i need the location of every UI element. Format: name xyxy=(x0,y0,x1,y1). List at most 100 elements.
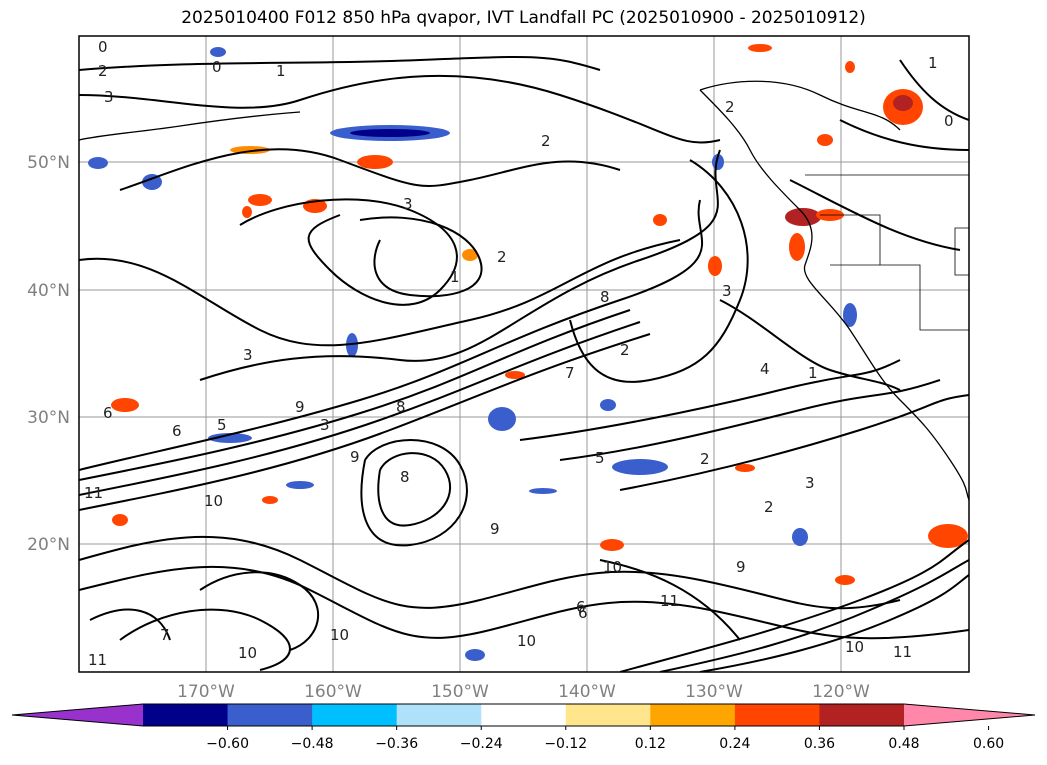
positive-anomaly xyxy=(817,134,833,146)
negative-anomaly xyxy=(465,649,485,661)
colorbar-segment xyxy=(481,704,567,726)
colorbar-segment xyxy=(565,704,651,726)
positive-anomaly xyxy=(653,214,667,226)
contour-label: 5 xyxy=(217,416,227,434)
contour-label: 2 xyxy=(725,98,735,116)
colorbar-tick-label: 0.48 xyxy=(888,736,919,752)
negative-anomaly xyxy=(843,303,857,327)
colorbar-segment xyxy=(143,704,229,726)
colorbar-segment xyxy=(227,704,313,726)
positive-anomaly xyxy=(262,496,278,504)
lat-label: 20°N xyxy=(27,535,70,555)
contour-label: 6 xyxy=(578,604,588,622)
contour-label: 3 xyxy=(243,346,253,364)
colorbar-extend-high xyxy=(904,704,1035,726)
contour-label: 11 xyxy=(660,592,679,610)
colorbar-tick-label: −0.48 xyxy=(291,736,334,752)
contour-label: 10 xyxy=(845,638,864,656)
contour-label: 2 xyxy=(764,498,774,516)
positive-anomaly xyxy=(600,539,624,551)
positive-anomaly xyxy=(893,95,913,111)
lon-label: 140°W xyxy=(558,682,616,702)
negative-anomaly xyxy=(612,459,668,475)
contour-label: 5 xyxy=(595,449,605,467)
contour-label: 6 xyxy=(576,598,586,616)
coastline xyxy=(79,80,969,501)
positive-anomaly xyxy=(112,514,128,526)
contour-label: 7 xyxy=(160,626,170,644)
colorbar-tick-label: −0.36 xyxy=(375,736,418,752)
lat-label: 30°N xyxy=(27,408,70,428)
ivt-contours xyxy=(79,56,969,672)
colorbar-segment xyxy=(734,704,820,726)
map-title: 2025010400 F012 850 hPa qvapor, IVT Land… xyxy=(181,8,866,28)
lon-label: 150°W xyxy=(431,682,489,702)
contour-label: 6 xyxy=(103,404,113,422)
contour-label: 10 xyxy=(517,632,536,650)
contour-label: 1 xyxy=(928,54,938,72)
positive-anomaly xyxy=(835,575,855,585)
contour-label: 3 xyxy=(104,88,114,106)
positive-anomaly xyxy=(462,249,478,261)
lon-label: 160°W xyxy=(304,682,362,702)
qvapor-shading xyxy=(88,44,968,661)
positive-anomaly xyxy=(928,524,968,548)
positive-anomaly xyxy=(242,206,252,218)
contour-label: 9 xyxy=(736,558,746,576)
contour-label: 4 xyxy=(760,360,770,378)
contour-label: 10 xyxy=(603,558,622,576)
contour-label: 10 xyxy=(204,492,223,510)
positive-anomaly xyxy=(735,464,755,472)
positive-anomaly xyxy=(505,371,525,379)
contour-label: 3 xyxy=(403,195,413,213)
contour-label: 2 xyxy=(700,450,710,468)
negative-anomaly xyxy=(286,481,314,489)
contour-label: 1 xyxy=(276,62,286,80)
colorbar-tick-label: 0.60 xyxy=(973,736,1004,752)
positive-anomaly xyxy=(248,194,272,206)
contour-label: 3 xyxy=(320,416,330,434)
positive-anomaly xyxy=(785,208,821,226)
colorbar-outline xyxy=(11,703,1036,727)
contour-label: 8 xyxy=(600,288,610,306)
positive-anomaly xyxy=(708,256,722,276)
contour-label: 3 xyxy=(722,282,732,300)
contour-label: 0 xyxy=(944,112,954,130)
contour-label: 2 xyxy=(98,62,108,80)
political-borders xyxy=(805,174,969,331)
contour-label: 11 xyxy=(88,651,107,669)
negative-anomaly xyxy=(88,157,108,169)
positive-anomaly xyxy=(357,155,393,169)
contour-label: 2 xyxy=(541,132,551,150)
colorbar-tick-label: 0.24 xyxy=(719,736,750,752)
negative-anomaly xyxy=(350,129,430,137)
positive-anomaly xyxy=(845,61,855,73)
contour-label: 8 xyxy=(396,398,406,416)
map-panel xyxy=(79,36,969,672)
contour-label: 11 xyxy=(84,484,103,502)
colorbar: −0.60 −0.48 −0.36 −0.24 −0.12 0.12 0.24 0.36 0.4… xyxy=(11,703,1036,752)
contour-label: 9 xyxy=(490,520,500,538)
contour-label: 10 xyxy=(238,644,257,662)
latitude-labels: 50°N 40°N 30°N 20°N xyxy=(27,153,70,555)
contour-label: 9 xyxy=(350,448,360,466)
lat-label: 40°N xyxy=(27,281,70,301)
negative-anomaly xyxy=(488,407,516,431)
contour-label: 7 xyxy=(565,364,575,382)
negative-anomaly xyxy=(792,528,808,546)
colorbar-tick-label: −0.24 xyxy=(460,736,503,752)
colorbar-tick-label: −0.60 xyxy=(206,736,249,752)
positive-anomaly xyxy=(748,44,772,52)
negative-anomaly xyxy=(208,433,252,443)
negative-anomaly xyxy=(600,399,616,411)
contour-label: 0 xyxy=(212,58,222,76)
colorbar-segment xyxy=(396,704,482,726)
negative-anomaly xyxy=(142,174,162,190)
negative-anomaly xyxy=(529,488,557,494)
negative-anomaly xyxy=(210,47,226,57)
lat-label: 50°N xyxy=(27,153,70,173)
contour-label: 3 xyxy=(805,474,815,492)
colorbar-extend-low xyxy=(12,704,143,726)
lon-label: 130°W xyxy=(685,682,743,702)
colorbar-segment xyxy=(650,704,736,726)
